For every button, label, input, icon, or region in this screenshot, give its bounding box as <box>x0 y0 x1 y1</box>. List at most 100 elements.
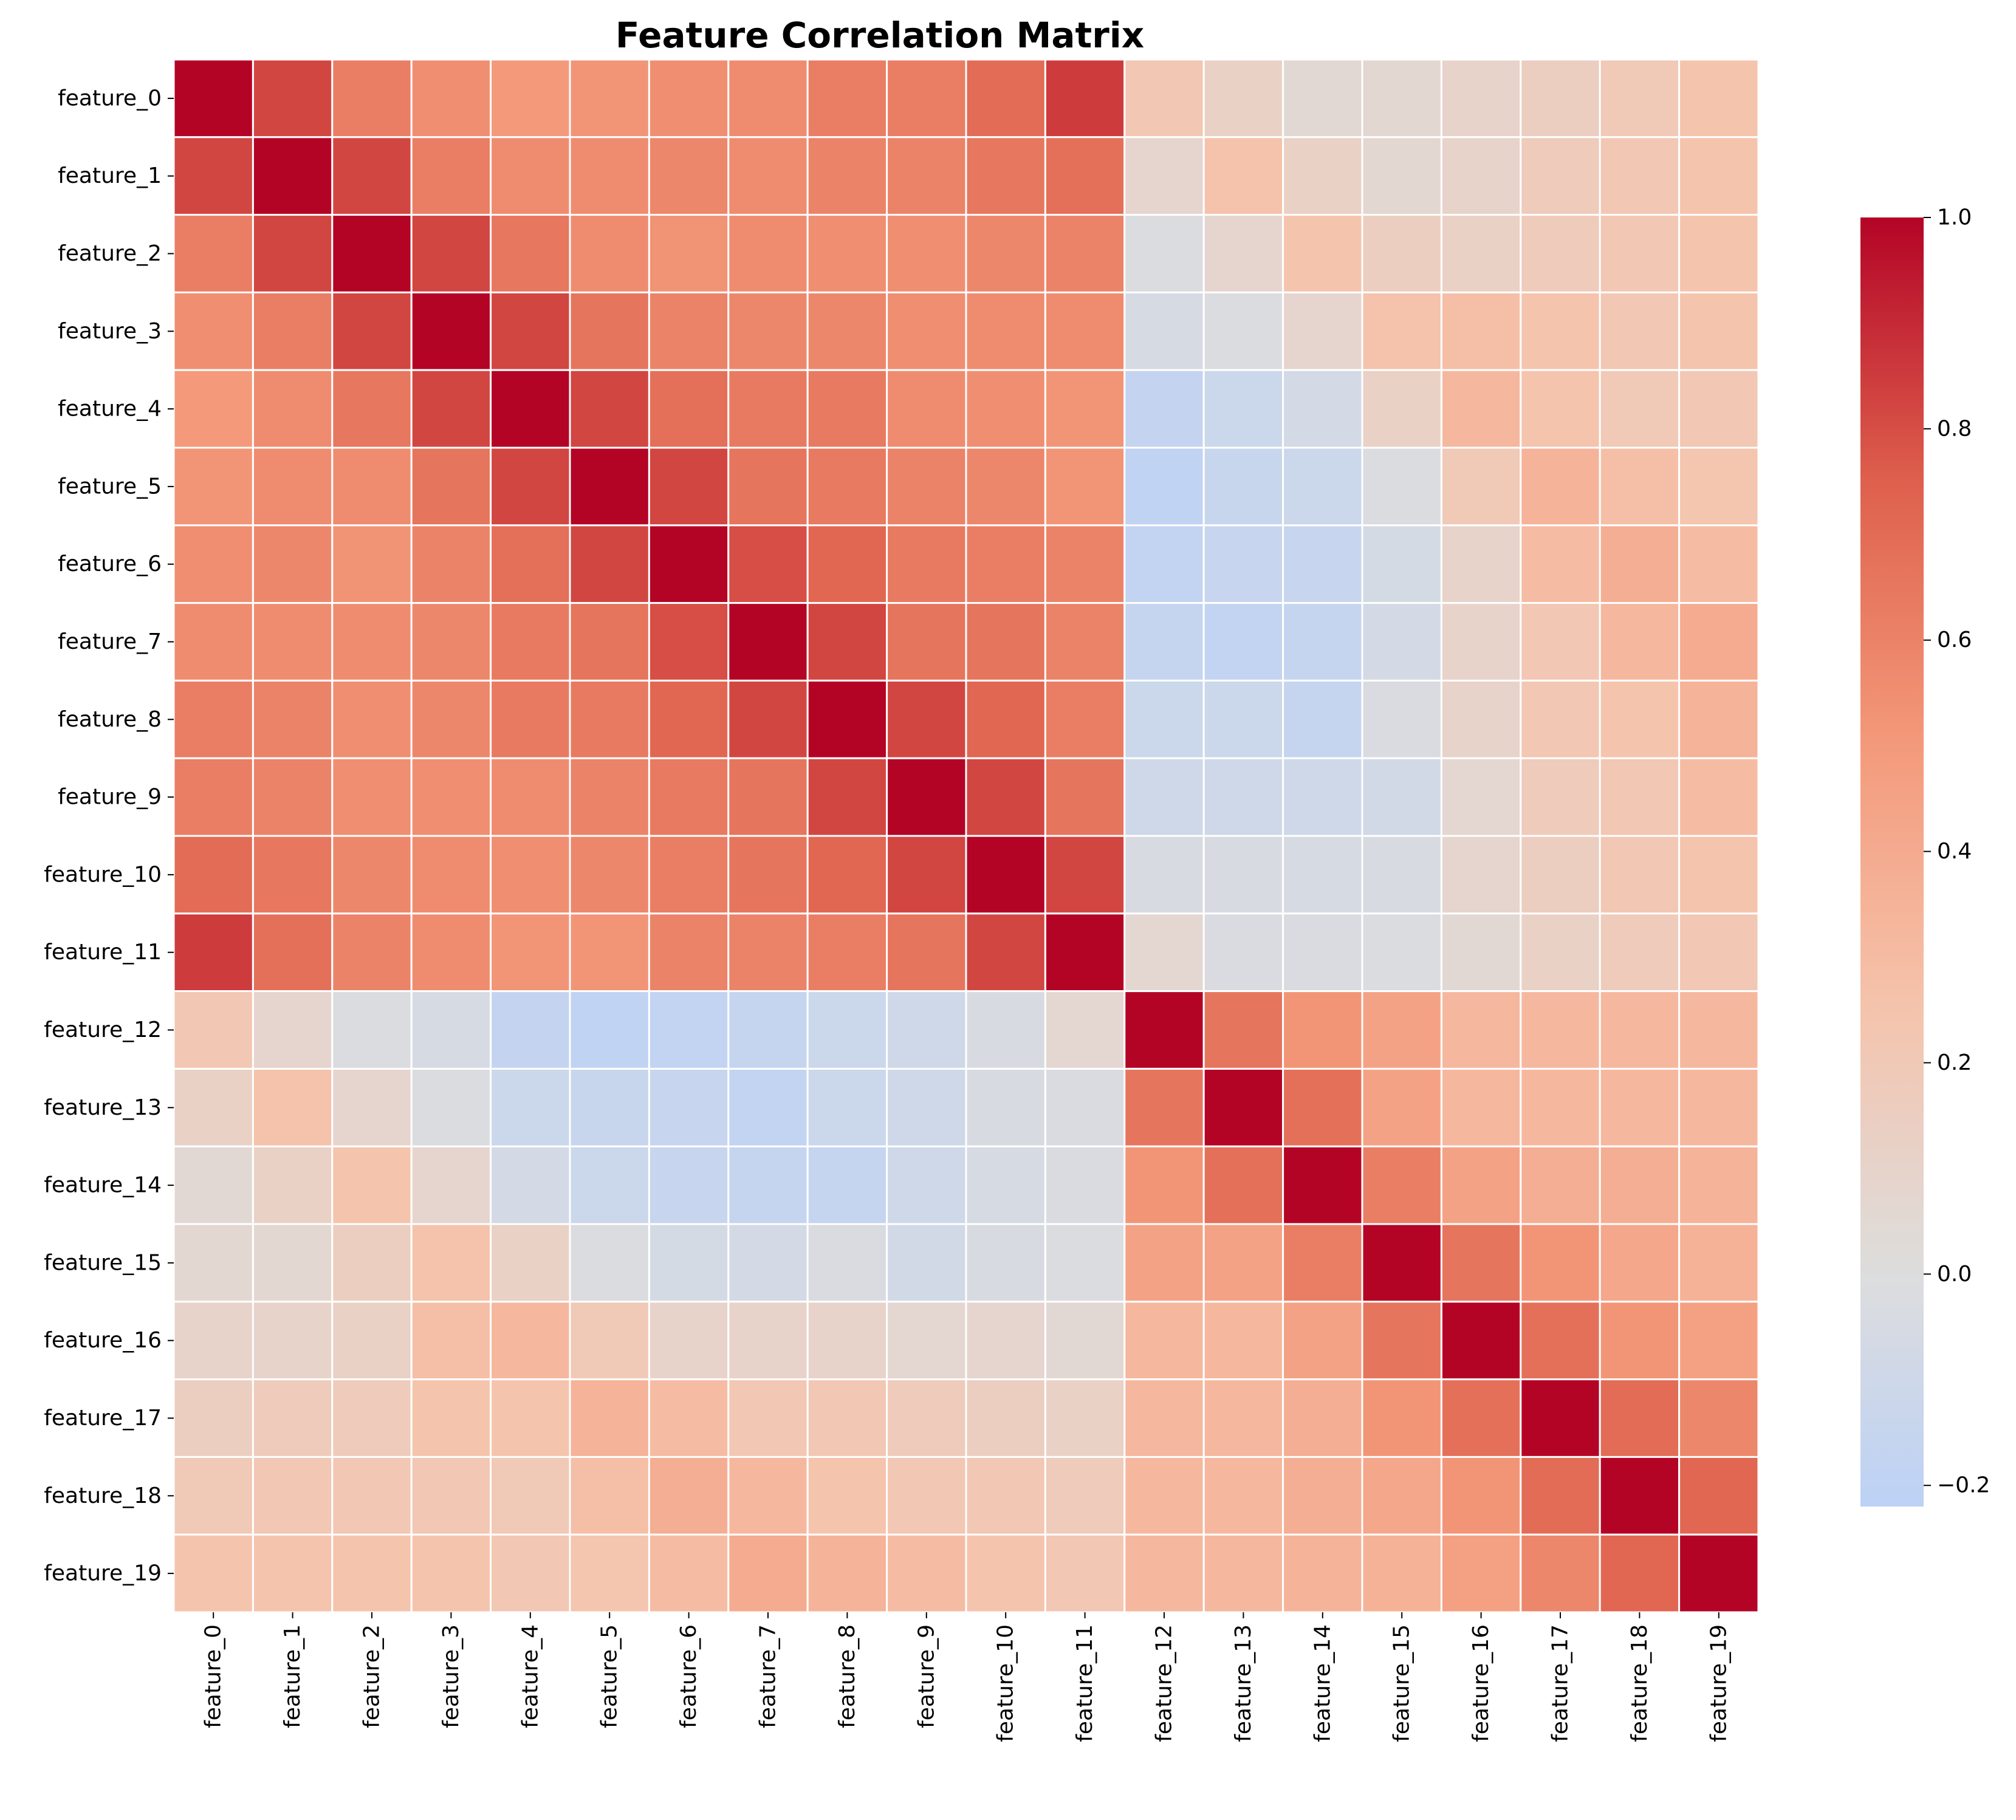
heatmap-cell-3-6 <box>648 291 730 371</box>
heatmap-cell-1-4 <box>490 136 571 216</box>
heatmap-cell-1-10 <box>965 136 1046 216</box>
heatmap-cell-13-15 <box>1361 1067 1442 1148</box>
row-label: feature_4 <box>58 397 162 422</box>
heatmap-cell-2-17 <box>1520 214 1601 293</box>
heatmap-cell-18-1 <box>252 1456 334 1536</box>
heatmap-cell-18-12 <box>1123 1456 1205 1536</box>
row-label: feature_17 <box>44 1406 162 1431</box>
row-tick-labels: feature_0 feature_1 feature_2 feature_3feat… <box>44 86 174 1586</box>
heatmap-cell-19-10 <box>965 1533 1046 1613</box>
heatmap-cell-2-14 <box>1282 214 1363 293</box>
heatmap-cell-12-12 <box>1123 990 1205 1070</box>
heatmap-cell-14-15 <box>1361 1145 1442 1225</box>
heatmap-cell-18-2 <box>331 1456 413 1536</box>
heatmap-cell-10-7 <box>727 835 809 915</box>
heatmap-cell-18-0 <box>173 1456 254 1536</box>
heatmap-cell-11-8 <box>806 912 888 993</box>
column-label: feature_16 <box>1469 1624 1493 1742</box>
heatmap-cell-13-17 <box>1520 1067 1601 1148</box>
heatmap-cell-19-16 <box>1440 1533 1522 1613</box>
heatmap-cell-9-4 <box>490 757 571 837</box>
heatmap-cell-9-1 <box>252 757 334 837</box>
row-label: feature_18 <box>44 1483 162 1508</box>
heatmap-cell-3-3 <box>410 291 492 371</box>
colorbar-tick-label: 0.8 <box>1937 416 1972 441</box>
heatmap-cell-17-4 <box>490 1378 571 1458</box>
heatmap-cell-15-18 <box>1599 1223 1681 1303</box>
heatmap-cell-5-1 <box>252 446 334 527</box>
heatmap-cell-2-12 <box>1123 214 1205 293</box>
heatmap-cell-19-5 <box>569 1533 650 1613</box>
heatmap-cell-13-14 <box>1282 1067 1363 1148</box>
heatmap-cell-2-8 <box>806 214 888 293</box>
heatmap-cell-11-0 <box>173 912 254 993</box>
row-label: feature_15 <box>44 1250 162 1275</box>
column-label: feature_10 <box>993 1624 1018 1742</box>
heatmap-cell-6-10 <box>965 524 1046 604</box>
heatmap-cell-7-19 <box>1678 602 1760 682</box>
heatmap-cell-6-3 <box>410 524 492 604</box>
heatmap-cell-3-11 <box>1044 291 1126 371</box>
heatmap-cell-19-6 <box>648 1533 730 1613</box>
heatmap-cell-19-18 <box>1599 1533 1681 1613</box>
heatmap-cell-3-8 <box>806 291 888 371</box>
heatmap-cell-1-3 <box>410 136 492 216</box>
heatmap-cell-10-6 <box>648 835 730 915</box>
heatmap-cell-11-6 <box>648 912 730 993</box>
heatmap-cell-2-1 <box>252 214 334 293</box>
heatmap-cell-8-17 <box>1520 679 1601 759</box>
heatmap-cell-15-0 <box>173 1223 254 1303</box>
heatmap-cell-19-9 <box>886 1533 967 1613</box>
heatmap-cell-0-11 <box>1044 58 1126 139</box>
column-label: feature_7 <box>756 1624 781 1728</box>
heatmap-cell-13-13 <box>1202 1067 1284 1148</box>
heatmap-cell-10-17 <box>1520 835 1601 915</box>
heatmap-cell-17-0 <box>173 1378 254 1458</box>
heatmap-cell-6-12 <box>1123 524 1205 604</box>
heatmap-cell-14-5 <box>569 1145 650 1225</box>
column-label: feature_14 <box>1310 1624 1335 1742</box>
heatmap-cell-9-11 <box>1044 757 1126 837</box>
heatmap-cell-16-15 <box>1361 1301 1442 1381</box>
heatmap-cell-15-10 <box>965 1223 1046 1303</box>
heatmap-cell-13-19 <box>1678 1067 1760 1148</box>
heatmap-cell-7-1 <box>252 602 334 682</box>
heatmap-cell-16-17 <box>1520 1301 1601 1381</box>
heatmap-cell-14-6 <box>648 1145 730 1225</box>
heatmap-cell-16-2 <box>331 1301 413 1381</box>
heatmap-cell-0-18 <box>1599 58 1681 139</box>
heatmap-cell-15-6 <box>648 1223 730 1303</box>
heatmap-cell-14-17 <box>1520 1145 1601 1225</box>
heatmap-cell-13-11 <box>1044 1067 1126 1148</box>
heatmap-cell-17-13 <box>1202 1378 1284 1458</box>
heatmap-cell-7-2 <box>331 602 413 682</box>
column-label: feature_1 <box>280 1624 305 1728</box>
heatmap-cell-16-19 <box>1678 1301 1760 1381</box>
heatmap-cell-7-6 <box>648 602 730 682</box>
heatmap-cell-8-14 <box>1282 679 1363 759</box>
heatmap-cell-12-8 <box>806 990 888 1070</box>
heatmap-cell-5-3 <box>410 446 492 527</box>
heatmap-cell-9-13 <box>1202 757 1284 837</box>
heatmap-cell-4-13 <box>1202 369 1284 449</box>
heatmap-cell-14-18 <box>1599 1145 1681 1225</box>
heatmap-cell-18-4 <box>490 1456 571 1536</box>
heatmap-cell-6-18 <box>1599 524 1681 604</box>
heatmap-cell-9-16 <box>1440 757 1522 837</box>
heatmap-cell-10-5 <box>569 835 650 915</box>
heatmap-cell-17-3 <box>410 1378 492 1458</box>
heatmap-cell-16-14 <box>1282 1301 1363 1381</box>
heatmap-cell-6-2 <box>331 524 413 604</box>
heatmap-cell-6-0 <box>173 524 254 604</box>
heatmap-cell-11-3 <box>410 912 492 993</box>
heatmap-cell-6-17 <box>1520 524 1601 604</box>
heatmap-cell-7-3 <box>410 602 492 682</box>
heatmap-cell-2-18 <box>1599 214 1681 293</box>
column-label: feature_17 <box>1548 1624 1573 1742</box>
heatmap-cell-11-15 <box>1361 912 1442 993</box>
row-label: feature_7 <box>58 629 162 654</box>
heatmap-cell-3-2 <box>331 291 413 371</box>
heatmap-cell-14-14 <box>1282 1145 1363 1225</box>
heatmap-cell-18-3 <box>410 1456 492 1536</box>
